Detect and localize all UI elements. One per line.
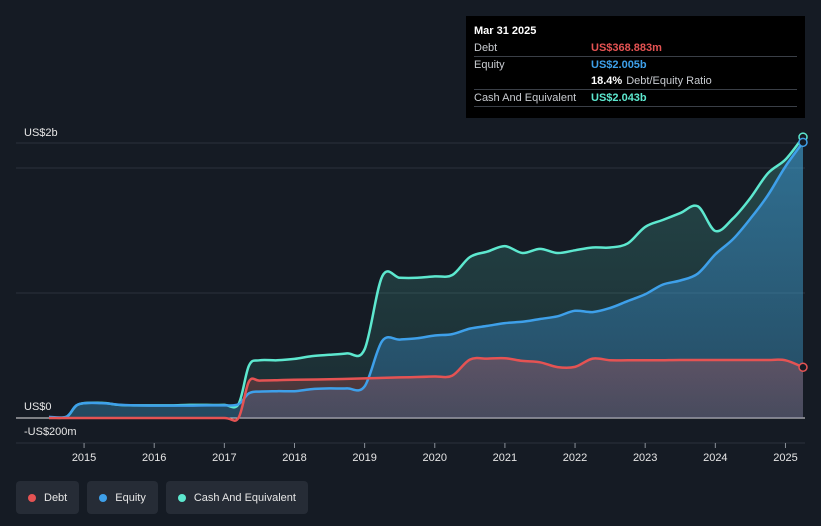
x-tick-label: 2018	[282, 452, 306, 464]
end-marker-equity	[798, 137, 808, 148]
legend-label-debt: Debt	[44, 491, 68, 504]
x-tick-label: 2022	[563, 452, 587, 464]
y-tick-label: US$2b	[24, 127, 58, 139]
x-tick-label: 2025	[773, 452, 797, 464]
x-tick-label: 2021	[493, 452, 517, 464]
x-tick-label: 2019	[352, 452, 376, 464]
legend-dot-icon	[99, 493, 108, 502]
y-tick-label: -US$200m	[24, 426, 77, 438]
area-debt	[49, 358, 803, 421]
x-tick-label: 2016	[142, 452, 166, 464]
chart-legend: Debt Equity Cash And Equivalent	[16, 481, 308, 514]
x-tick-label: 2023	[633, 452, 657, 464]
line-equity	[48, 141, 805, 419]
legend-label-equity: Equity	[115, 491, 146, 504]
x-tick-label: 2017	[212, 452, 236, 464]
end-marker-debt	[798, 362, 808, 373]
tooltip-date: Mar 31 2025	[474, 25, 537, 37]
tooltip-row-debt: Debt US$368.883m	[474, 40, 797, 57]
tooltip-cash-value: US$2.043b	[591, 92, 647, 104]
legend-dot-icon	[177, 493, 186, 502]
line-debt	[49, 356, 804, 422]
legend-item-cash[interactable]: Cash And Equivalent	[165, 481, 308, 514]
legend-item-debt[interactable]: Debt	[16, 481, 80, 514]
x-tick-label: 2015	[72, 452, 96, 464]
y-tick-label: US$0	[24, 401, 52, 413]
tooltip-cash-label: Cash And Equivalent	[474, 92, 577, 104]
legend-item-equity[interactable]: Equity	[87, 481, 158, 514]
tooltip-equity-value: US$2.005b	[591, 59, 647, 71]
tooltip-row-cash: Cash And Equivalent US$2.043b	[474, 90, 797, 107]
tooltip-ratio-value: 18.4%	[591, 75, 623, 87]
x-tick-label: 2024	[703, 452, 727, 464]
tooltip-debt-label: Debt	[474, 42, 498, 54]
tooltip-debt-value: US$368.883m	[591, 42, 662, 54]
x-tick-label: 2020	[423, 452, 447, 464]
tooltip-panel: Mar 31 2025 Debt US$368.883m Equity US$2…	[466, 16, 805, 118]
tooltip-equity-label: Equity	[474, 59, 505, 71]
legend-dot-icon	[28, 493, 36, 502]
tooltip-row-equity: Equity US$2.005b	[474, 57, 797, 73]
legend-label-cash: Cash And Equivalent	[193, 491, 296, 504]
area-equity	[49, 142, 803, 419]
tooltip-row-ratio: 18.4% Debt/Equity Ratio	[474, 73, 797, 90]
tooltip-ratio-label: Debt/Equity Ratio	[626, 75, 712, 87]
